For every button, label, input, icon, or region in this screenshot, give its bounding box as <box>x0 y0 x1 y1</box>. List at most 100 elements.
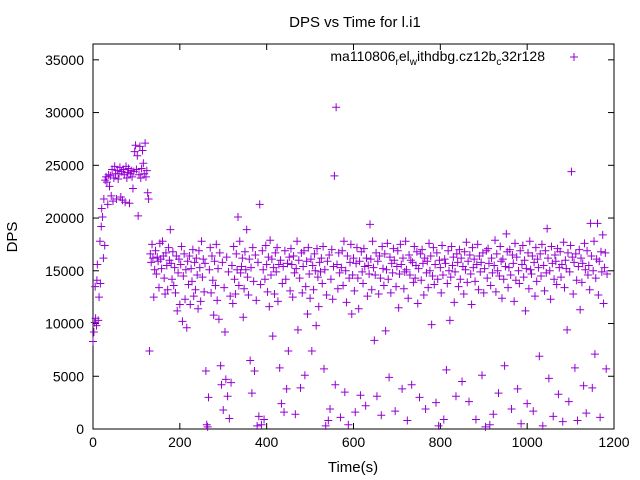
data-point <box>364 261 373 270</box>
data-point <box>96 279 105 288</box>
data-point <box>260 275 269 284</box>
data-point <box>225 414 234 423</box>
data-point <box>590 237 599 246</box>
data-point <box>128 172 137 181</box>
data-point <box>556 247 565 256</box>
data-point <box>258 246 267 255</box>
data-point <box>391 407 400 416</box>
data-point <box>481 422 490 431</box>
data-point <box>248 243 257 252</box>
data-point <box>261 241 270 250</box>
data-point <box>237 262 246 271</box>
data-point <box>567 167 576 176</box>
data-point <box>125 199 134 208</box>
data-point <box>511 239 520 248</box>
data-point <box>447 242 456 251</box>
data-point <box>277 399 286 408</box>
data-point <box>210 257 219 266</box>
data-point <box>534 263 543 272</box>
data-point <box>557 260 566 269</box>
data-point <box>484 259 493 268</box>
legend-text-part: el <box>399 48 410 64</box>
data-point <box>484 244 493 253</box>
data-point <box>400 267 409 276</box>
x-tick-label: 400 <box>255 434 279 450</box>
data-point <box>93 260 102 269</box>
data-point <box>377 411 386 420</box>
data-point <box>581 265 590 274</box>
data-point <box>346 258 355 267</box>
data-point <box>379 281 388 290</box>
data-point <box>95 293 104 302</box>
data-point <box>186 300 195 309</box>
data-point <box>240 284 249 293</box>
data-point <box>319 364 328 373</box>
data-point <box>491 236 500 245</box>
data-point <box>392 262 401 271</box>
data-point <box>143 188 152 197</box>
data-point <box>196 297 205 306</box>
data-point <box>551 257 560 266</box>
data-point <box>602 364 611 373</box>
data-point <box>250 366 259 375</box>
data-point <box>206 243 215 252</box>
data-point <box>517 419 526 428</box>
data-point <box>425 266 434 275</box>
data-point <box>506 271 515 279</box>
data-point <box>195 263 204 272</box>
data-point <box>286 286 295 295</box>
data-point <box>146 249 155 258</box>
data-point <box>213 296 222 305</box>
data-point <box>342 298 351 307</box>
data-point <box>306 255 315 264</box>
data-point <box>572 276 581 285</box>
data-point <box>471 415 480 424</box>
data-point <box>446 273 455 282</box>
data-point <box>301 282 310 291</box>
x-axis: 0 200 400 600 800 1000 1200 <box>89 44 630 450</box>
data-point <box>219 406 228 415</box>
data-point <box>359 279 368 288</box>
data-point <box>585 285 594 294</box>
data-point <box>462 238 471 247</box>
data-point <box>234 281 243 290</box>
data-point <box>465 250 474 259</box>
data-point <box>257 420 266 429</box>
data-point <box>589 266 598 275</box>
data-point <box>440 255 449 264</box>
data-point <box>298 288 307 297</box>
data-point <box>317 254 326 263</box>
data-point <box>207 288 216 297</box>
data-point <box>575 245 584 254</box>
data-point <box>161 289 170 298</box>
data-point <box>221 375 230 384</box>
x-tick-label: 0 <box>89 434 97 450</box>
legend-subscript: w <box>409 57 418 68</box>
data-point <box>460 247 469 256</box>
data-point <box>131 141 140 150</box>
data-point <box>104 170 113 179</box>
data-point <box>497 257 506 266</box>
data-point <box>144 195 153 204</box>
data-point <box>405 250 414 259</box>
data-point <box>432 248 441 257</box>
data-point <box>181 295 190 304</box>
data-point <box>596 413 605 422</box>
data-point <box>98 212 107 221</box>
data-point <box>304 243 313 252</box>
data-point <box>514 266 523 275</box>
data-point <box>519 273 528 282</box>
data-point <box>419 291 428 300</box>
data-point <box>450 298 459 307</box>
data-point <box>263 287 272 296</box>
y-tick-label: 25000 <box>45 157 84 173</box>
data-point <box>454 282 463 291</box>
data-point <box>329 262 338 271</box>
data-point <box>569 289 578 298</box>
data-point <box>339 281 348 290</box>
data-point <box>583 246 592 255</box>
data-point <box>385 373 394 382</box>
data-point <box>456 275 465 284</box>
data-point <box>507 404 516 413</box>
data-point <box>429 243 438 252</box>
